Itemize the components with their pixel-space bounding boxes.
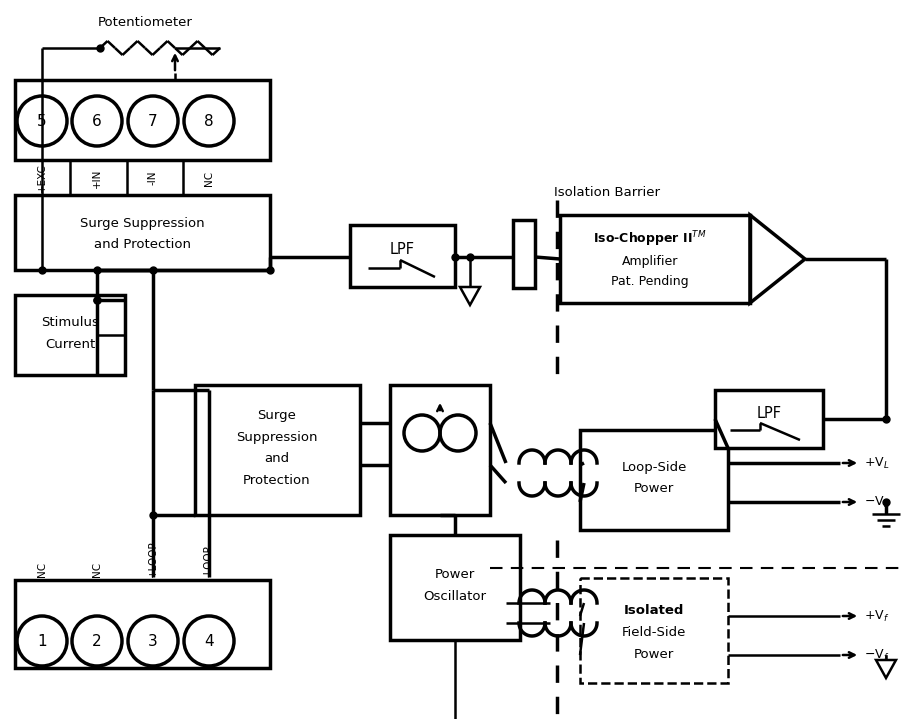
Bar <box>560 215 750 303</box>
Text: Power: Power <box>634 482 674 495</box>
Text: +EXC: +EXC <box>37 163 47 193</box>
Bar <box>715 390 823 448</box>
Text: +IN: +IN <box>92 168 102 188</box>
Text: Potentiometer: Potentiometer <box>98 16 192 29</box>
Text: LPF: LPF <box>390 242 414 257</box>
Text: Field-Side: Field-Side <box>622 626 686 639</box>
Text: NC: NC <box>37 562 47 577</box>
Text: 4: 4 <box>204 633 214 649</box>
Text: Suppression: Suppression <box>236 431 318 444</box>
Text: NC: NC <box>204 170 214 186</box>
Text: Iso-Chopper II$^{TM}$: Iso-Chopper II$^{TM}$ <box>593 229 707 249</box>
Bar <box>390 535 520 640</box>
Text: and: and <box>264 452 290 465</box>
Text: +LOOP: +LOOP <box>148 540 158 577</box>
Text: -IN: -IN <box>148 170 158 186</box>
Text: Isolation Barrier: Isolation Barrier <box>554 186 660 199</box>
Text: Pat. Pending: Pat. Pending <box>611 275 689 288</box>
Text: 3: 3 <box>148 633 158 649</box>
Text: 5: 5 <box>37 114 47 129</box>
Text: Power: Power <box>634 648 674 661</box>
Text: 6: 6 <box>92 114 102 129</box>
Text: Oscillator: Oscillator <box>424 590 486 603</box>
Text: Loop-Side: Loop-Side <box>621 460 687 474</box>
Bar <box>513 220 535 288</box>
Bar <box>15 295 125 375</box>
Text: $-$V$_L$: $-$V$_L$ <box>864 495 890 510</box>
Bar <box>580 578 728 683</box>
Bar <box>350 225 455 287</box>
Text: 1: 1 <box>37 633 47 649</box>
Text: Current: Current <box>45 339 95 352</box>
Text: 8: 8 <box>204 114 214 129</box>
Bar <box>580 430 728 530</box>
Bar <box>195 385 360 515</box>
Text: +V$_f$: +V$_f$ <box>864 608 890 623</box>
Text: NC: NC <box>92 562 102 577</box>
Text: Stimulus: Stimulus <box>41 316 99 329</box>
Text: Amplifier: Amplifier <box>622 255 678 267</box>
Text: Surge Suppression: Surge Suppression <box>79 216 204 229</box>
Text: 7: 7 <box>149 114 158 129</box>
Text: +V$_L$: +V$_L$ <box>864 455 890 470</box>
Text: and Protection: and Protection <box>93 239 190 252</box>
Bar <box>15 580 270 668</box>
Text: Power: Power <box>435 569 475 582</box>
Text: Isolated: Isolated <box>624 605 684 618</box>
Bar <box>15 80 270 160</box>
Text: Protection: Protection <box>243 475 311 487</box>
Text: LPF: LPF <box>757 406 782 421</box>
Text: Surge: Surge <box>258 408 296 421</box>
Text: 2: 2 <box>92 633 102 649</box>
Bar <box>15 195 270 270</box>
Text: -LOOP: -LOOP <box>204 545 214 577</box>
Text: $-$V$_f$: $-$V$_f$ <box>864 647 890 662</box>
Bar <box>390 385 490 515</box>
